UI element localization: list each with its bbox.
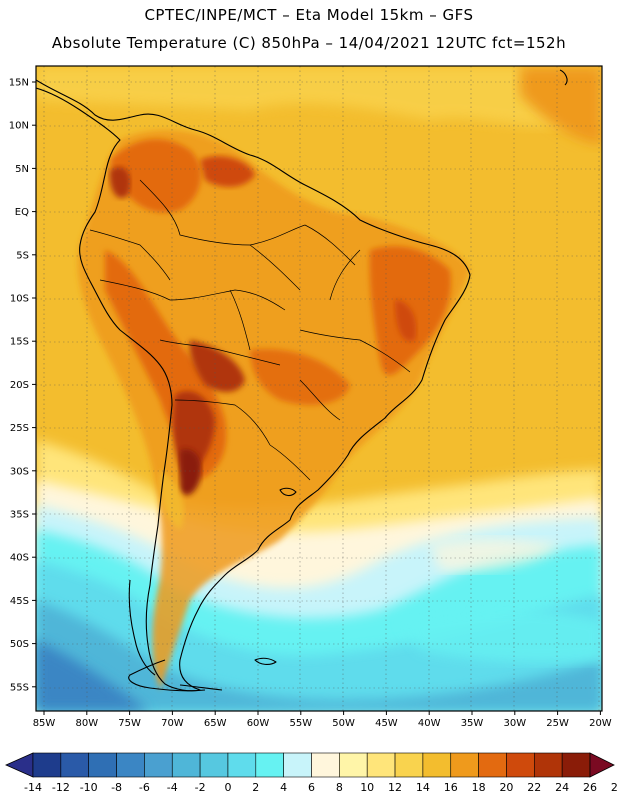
colorbar-label: 18 (472, 781, 486, 794)
colorbar-label: 2 (252, 781, 259, 794)
colorbar-label: 0 (224, 781, 231, 794)
lon-label: 45W (375, 718, 398, 729)
lat-label: 50S (10, 639, 29, 650)
colorbar-label: 10 (360, 781, 374, 794)
colorbar-label: 28 (611, 781, 618, 794)
colorbar-label: -8 (111, 781, 122, 794)
latitude-axis: 15N 10N 5N EQ 5S 10S 15S 20S 25S 30S 35S 40S 45S 50S 5… (9, 78, 36, 693)
colorbar-swatch (450, 752, 479, 778)
colorbar-label: 8 (336, 781, 343, 794)
lon-label: 20W (589, 718, 612, 729)
colorbar-swatch (199, 752, 229, 778)
lat-label: 10N (9, 121, 29, 132)
colorbar-swatch (533, 752, 563, 778)
colorbar-label: 12 (388, 781, 402, 794)
lat-label: 15N (9, 78, 29, 89)
colorbar-swatch (144, 752, 173, 778)
lat-label: EQ (15, 207, 29, 218)
colorbar-low-arrow (5, 752, 34, 778)
colorbar-label: 14 (416, 781, 430, 794)
colorbar-high-arrow (589, 752, 615, 778)
colorbar-label: 24 (555, 781, 569, 794)
lon-label: 85W (33, 718, 56, 729)
chart-subtitle: Absolute Temperature (C) 850hPa – 14/04/… (51, 34, 567, 52)
colorbar-label: -14 (24, 781, 42, 794)
colorbar-swatch (366, 752, 396, 778)
lon-label: 65W (204, 718, 227, 729)
colorbar-swatch (422, 752, 452, 778)
lon-label: 60W (247, 718, 270, 729)
lat-label: 45S (10, 596, 29, 607)
lon-label: 50W (332, 718, 355, 729)
lat-label: 5S (16, 250, 29, 261)
lon-label: 30W (503, 718, 526, 729)
lat-label: 10S (10, 294, 29, 305)
colorbar-label: -2 (195, 781, 206, 794)
colorbar-label: 20 (499, 781, 513, 794)
map-frame (35, 65, 603, 712)
colorbar-swatch (311, 752, 340, 778)
lat-label: 20S (10, 380, 29, 391)
lon-label: 40W (418, 718, 441, 729)
colorbar-swatch (561, 752, 591, 778)
lon-label: 35W (461, 718, 484, 729)
colorbar-swatch (255, 752, 284, 778)
colorbar: -14 -12 -10 -8 -6 -4 -2 0 2 4 6 8 10 12 14 16 18 20 22 24 26… (5, 752, 618, 794)
colorbar-swatch (283, 752, 312, 778)
colorbar-swatch (171, 752, 201, 778)
lat-label: 35S (10, 510, 29, 521)
country-borders (89, 179, 411, 481)
colorbar-label: 26 (583, 781, 597, 794)
lat-label: 5N (15, 164, 29, 175)
lat-label: 55S (10, 682, 29, 693)
colorbar-label: -12 (52, 781, 70, 794)
lon-label: 25W (546, 718, 569, 729)
lon-label: 75W (118, 718, 141, 729)
colorbar-label: -4 (167, 781, 178, 794)
lat-label: 25S (10, 423, 29, 434)
colorbar-swatch (478, 752, 507, 778)
lon-label: 70W (161, 718, 184, 729)
colorbar-swatch (116, 752, 145, 778)
lat-label: 15S (10, 337, 29, 348)
lon-label: 80W (75, 718, 98, 729)
colorbar-label: -10 (80, 781, 98, 794)
colorbar-swatch (60, 752, 89, 778)
chart-title: CPTEC/INPE/MCT – Eta Model 15km – GFS (144, 6, 474, 24)
temperature-field (36, 66, 602, 711)
lat-label: 40S (10, 553, 29, 564)
colorbar-label: 16 (444, 781, 458, 794)
colorbar-label: 22 (527, 781, 541, 794)
colorbar-swatch (339, 752, 368, 778)
lat-label: 30S (10, 466, 29, 477)
colorbar-label: 4 (280, 781, 287, 794)
colorbar-swatch (227, 752, 257, 778)
colorbar-label: -6 (139, 781, 150, 794)
coastline (36, 69, 568, 692)
colorbar-swatch (394, 752, 424, 778)
longitude-axis: 85W 80W 75W 70W 65W 60W 55W 50W 45W 40W 35W 30W 25W 2… (33, 711, 612, 729)
colorbar-swatch (88, 752, 117, 778)
lon-label: 55W (289, 718, 312, 729)
colorbar-label: 6 (308, 781, 315, 794)
colorbar-swatch (506, 752, 535, 778)
colorbar-swatch (32, 752, 62, 778)
